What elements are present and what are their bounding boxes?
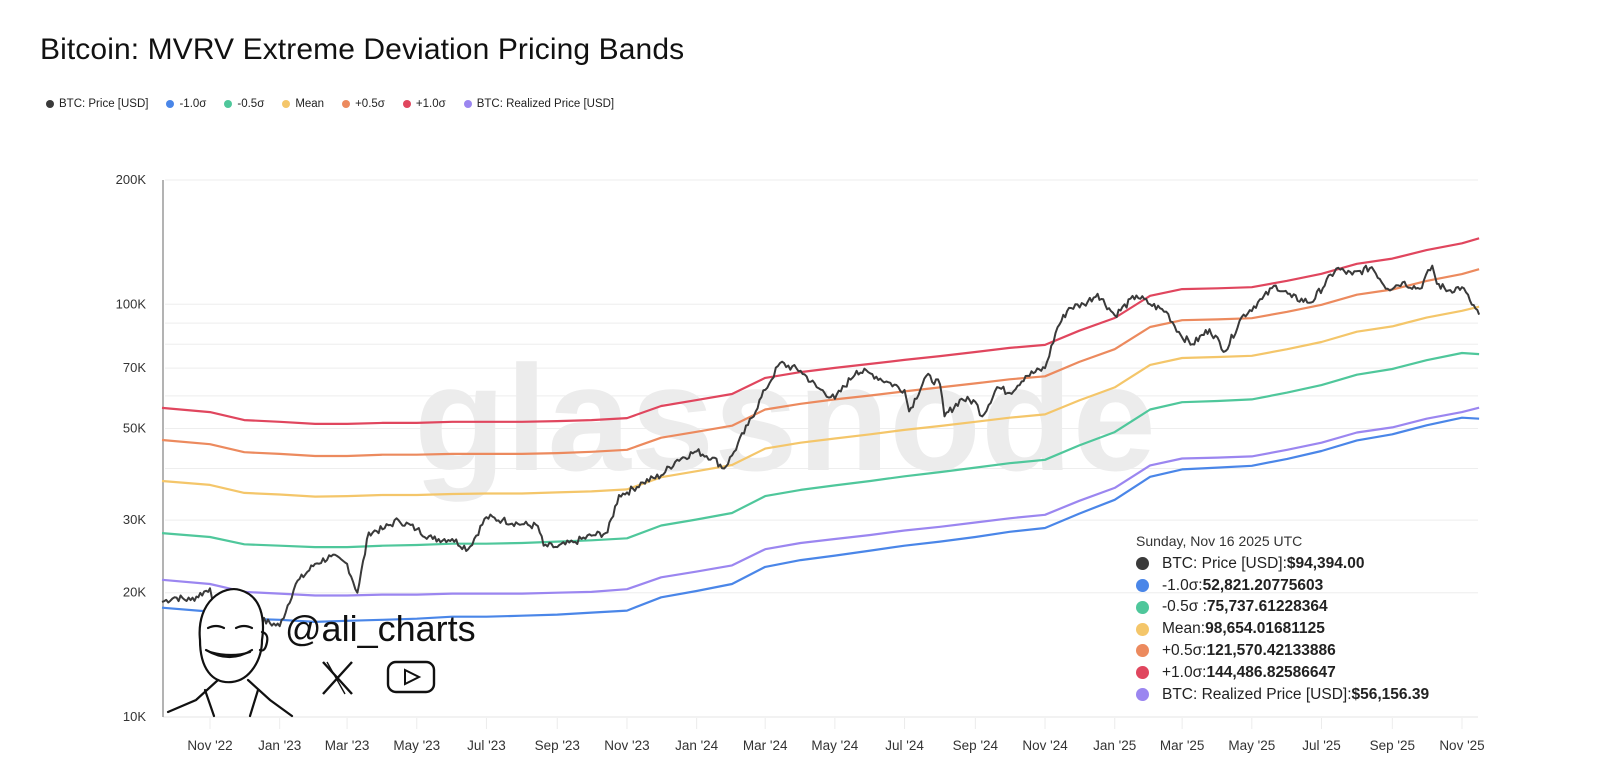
tooltip-value: 75,737.61228364 [1206,598,1328,616]
series-dot-icon [1136,578,1149,592]
series-line-mean[interactable] [161,305,1480,498]
x-tick-label: Mar '23 [325,738,370,753]
legend-item-plus-0-5-sigma[interactable]: +0.5σ [342,98,385,110]
y-tick-label: 20K [123,585,146,600]
tooltip-label: BTC: Realized Price [USD]: [1162,685,1352,703]
y-tick-label: 30K [123,512,146,527]
x-tick-label: Nov '22 [187,738,232,753]
series-line-realized[interactable] [161,406,1480,597]
y-tick-label: 70K [123,360,146,375]
series-lines [161,237,1481,629]
legend-item-plus-1-sigma[interactable]: +1.0σ [402,98,446,110]
y-axis-ticks: 200K 100K 70K 50K 30K 20K 10K [116,172,147,724]
legend-item-mean[interactable]: Mean [282,98,324,110]
legend-label: BTC: Realized Price [USD] [476,98,615,110]
tooltip-row-price: BTC: Price [USD]: $94,394.00 [1136,553,1429,575]
tooltip-value: $94,394.00 [1286,554,1365,572]
x-axis-ticks: Nov '22 Jan '23 Mar '23 May '23 Jul '23 Sep '… [187,718,1485,753]
tooltip-value: 52,821.20775603 [1202,576,1324,594]
series-line-m10[interactable] [161,416,1480,624]
legend-item-realized-price[interactable]: BTC: Realized Price [USD] [463,98,615,110]
x-tick-label: Nov '25 [1439,738,1484,753]
legend-item-minus-0-5-sigma[interactable]: -0.5σ [224,98,264,110]
series-dot-icon [1136,622,1149,636]
tooltip-row-plus-0-5-sigma: +0.5σ: 121,570.42133886 [1136,640,1429,662]
series-line-p10[interactable] [161,237,1480,425]
x-tick-label: Sep '24 [953,738,999,753]
tooltip-label: -1.0σ: [1162,576,1203,594]
series-dot-icon [1136,666,1149,680]
x-tick-label: Sep '25 [1370,738,1415,753]
legend-dot-icon [224,100,233,108]
legend-label: -1.0σ [179,98,207,110]
hover-tooltip: Sunday, Nov 16 2025 UTC BTC: Price [USD]… [1136,531,1429,705]
x-tick-label: Sep '23 [535,738,580,753]
legend-dot-icon [282,100,291,108]
series-line-price[interactable] [161,264,1481,629]
x-tick-label: May '23 [393,738,440,753]
legend-dot-icon [342,100,351,108]
legend-dot-icon [463,100,472,108]
chart-title: Bitcoin: MVRV Extreme Deviation Pricing … [40,33,685,66]
legend-item-minus-1-sigma[interactable]: -1.0σ [166,98,206,110]
tooltip-label: -0.5σ : [1162,598,1207,616]
legend-dot-icon [402,100,411,108]
x-tick-label: May '24 [811,738,858,753]
tooltip-date: Sunday, Nov 16 2025 UTC [1136,533,1303,549]
x-tick-label: May '25 [1228,738,1275,753]
x-tick-label: Nov '24 [1022,738,1068,753]
x-tick-label: Jan '25 [1093,738,1136,753]
series-dot-icon [1136,557,1149,571]
watermark-glassnode: glassnode [414,334,1156,502]
x-logo-icon[interactable] [322,661,353,695]
legend-label: Mean [295,98,325,110]
y-tick-label: 10K [123,709,146,724]
tooltip-label: BTC: Price [USD]: [1162,554,1287,572]
series-dot-icon [1136,644,1149,658]
y-tick-label: 100K [116,296,147,311]
series-line-m05[interactable] [161,351,1480,549]
legend-label: BTC: Price [USD] [59,98,149,110]
legend-dot-icon [46,100,54,108]
legend-label: +0.5σ [355,98,385,110]
series-dot-icon [1136,687,1149,701]
tooltip-value: $56,156.39 [1351,685,1430,703]
tooltip-label: Mean: [1162,620,1206,638]
tooltip-row-minus-1-sigma: -1.0σ: 52,821.20775603 [1136,575,1429,597]
avatar-sketch-icon [166,588,294,718]
tooltip-value: 121,570.42133886 [1206,641,1336,659]
x-tick-label: Mar '25 [1160,738,1205,753]
tooltip-row-plus-1-sigma: +1.0σ: 144,486.82586647 [1136,662,1429,684]
x-tick-label: Nov '23 [604,738,649,753]
tooltip-label: +0.5σ: [1162,641,1207,659]
tooltip-label: +1.0σ: [1162,663,1207,681]
gridlines [163,179,1478,718]
tooltip-value: 144,486.82586647 [1206,663,1336,681]
x-tick-label: Jan '24 [675,738,719,753]
y-tick-label: 200K [116,172,147,187]
legend: BTC: Price [USD] -1.0σ -0.5σ Mean +0.5σ … [46,98,614,110]
author-handle: @ali_charts [285,608,476,649]
tooltip-value: 98,654.01681125 [1205,620,1325,638]
x-tick-label: Mar '24 [743,738,788,753]
legend-item-price[interactable]: BTC: Price [USD] [46,98,148,110]
x-tick-label: Jul '25 [1302,738,1341,753]
y-tick-label: 50K [123,421,146,436]
legend-label: +1.0σ [415,98,446,110]
legend-label: -0.5σ [237,98,265,110]
legend-dot-icon [166,100,175,108]
x-tick-label: Jul '23 [467,738,506,753]
x-tick-label: Jan '23 [258,738,301,753]
tooltip-row-realized-price: BTC: Realized Price [USD]: $56,156.39 [1136,684,1429,706]
tooltip-row-minus-0-5-sigma: -0.5σ : 75,737.61228364 [1136,596,1429,618]
tooltip-row-mean: Mean: 98,654.01681125 [1136,618,1429,640]
x-tick-label: Jul '24 [885,738,924,753]
youtube-icon[interactable] [386,660,436,694]
series-dot-icon [1136,600,1149,614]
